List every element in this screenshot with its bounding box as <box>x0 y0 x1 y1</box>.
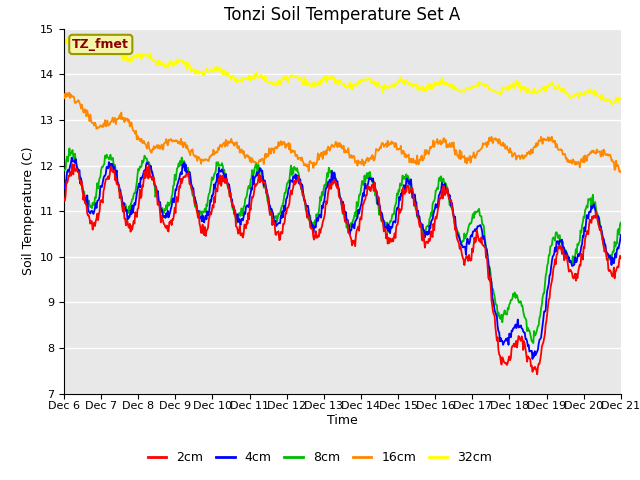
Title: Tonzi Soil Temperature Set A: Tonzi Soil Temperature Set A <box>224 6 461 24</box>
X-axis label: Time: Time <box>327 414 358 427</box>
Legend: 2cm, 4cm, 8cm, 16cm, 32cm: 2cm, 4cm, 8cm, 16cm, 32cm <box>143 446 497 469</box>
Y-axis label: Soil Temperature (C): Soil Temperature (C) <box>22 147 35 276</box>
Text: TZ_fmet: TZ_fmet <box>72 38 129 51</box>
